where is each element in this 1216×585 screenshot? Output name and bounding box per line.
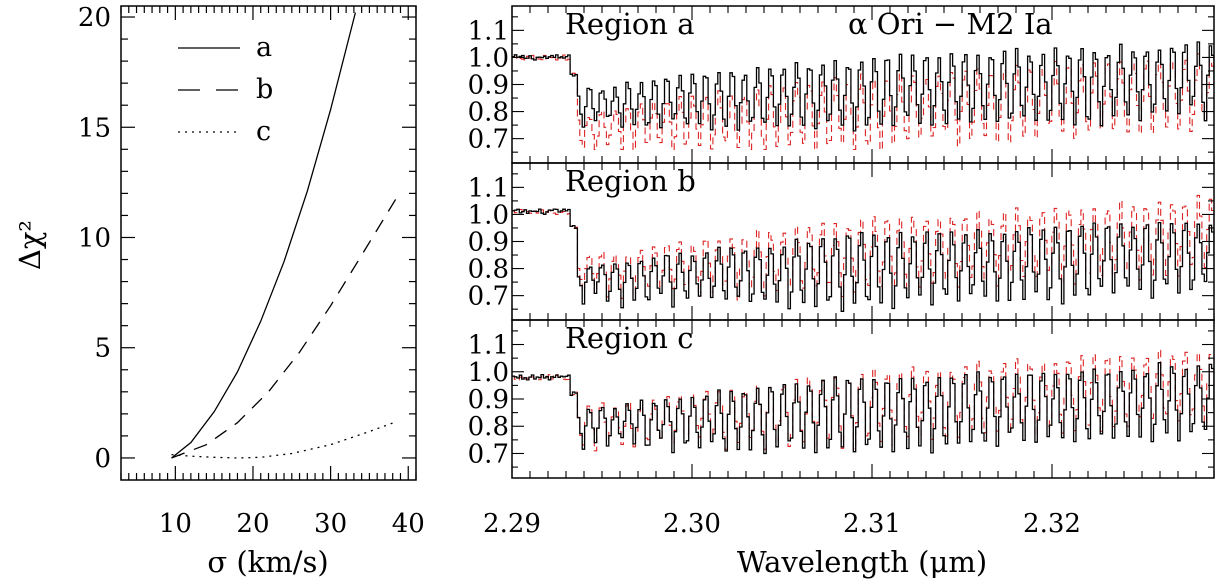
spectrum-lines <box>512 349 1214 455</box>
left-y-axis-title: Δχ² <box>13 220 47 270</box>
curve-c <box>171 420 397 459</box>
model-spectrum <box>512 53 1214 151</box>
spectrum-y-tick-label: 1.0 <box>468 358 509 388</box>
spectrum-y-tick-label: 1.0 <box>468 200 509 230</box>
region-label: Region a <box>565 7 694 41</box>
left-y-tick-label: 20 <box>78 3 111 33</box>
delta-chi2-panel: 10 20 30 40 0 5 10 15 20 abc σ (km/s) Δχ² <box>13 3 425 579</box>
legend-label-b: b <box>256 74 273 105</box>
observed-spectrum <box>512 362 1214 455</box>
spectrum-y-tick-label: 0.7 <box>468 282 509 312</box>
spectrum-y-tick-label: 1.1 <box>468 331 509 361</box>
left-curves <box>171 12 398 459</box>
spectrum-y-tick-label: 0.9 <box>468 71 509 101</box>
spectrum-panel-3: 0.70.80.91.01.1 Region c <box>468 319 1215 479</box>
left-x-tick-label: 30 <box>314 509 347 539</box>
spectrum-y-tick-label: 0.9 <box>468 385 509 415</box>
observed-spectrum <box>512 41 1214 132</box>
legend-label-a: a <box>256 32 272 63</box>
left-legend: abc <box>178 32 273 147</box>
spectrum-lines <box>512 41 1214 151</box>
left-x-tick-label: 20 <box>236 509 269 539</box>
spectrum-y-tick-label: 0.8 <box>468 255 509 285</box>
spectrum-panel-2: 0.70.80.91.01.1 Region b <box>468 162 1215 321</box>
spectrum-y-tick-label: 0.9 <box>468 228 509 258</box>
right-x-axis-title: Wavelength (μm) <box>737 545 987 579</box>
spectrum-y-tick-label: 0.8 <box>468 98 509 128</box>
spectrum-y-tick-label: 1.1 <box>468 16 509 46</box>
spectra-content: 0.70.80.91.01.1 Region a0.70.80.91.01.1 Re… <box>468 5 1215 539</box>
spectra-panel: 0.70.80.91.01.1 Region a0.70.80.91.01.1 Re… <box>468 5 1215 579</box>
left-axis-ticks: 10 20 30 40 0 5 10 15 20 <box>78 3 425 539</box>
spectrum-x-tick-label: 2.32 <box>1023 509 1081 539</box>
spectrum-y-tick-label: 1.0 <box>468 43 509 73</box>
left-x-axis-title: σ (km/s) <box>207 545 328 579</box>
spectrum-x-tick-label: 2.31 <box>843 509 901 539</box>
left-x-tick-label: 40 <box>392 509 425 539</box>
spectrum-x-tick-label: 2.29 <box>483 509 541 539</box>
region-label: Region b <box>565 164 696 198</box>
spectrum-x-tick-label: 2.30 <box>663 509 721 539</box>
region-label: Region c <box>565 321 693 355</box>
spectrum-panel-1: 0.70.80.91.01.1 Region a <box>468 5 1215 164</box>
observed-spectrum <box>512 208 1214 312</box>
left-y-tick-label: 10 <box>78 223 111 253</box>
spectrum-y-tick-label: 0.7 <box>468 125 509 155</box>
spectrum-y-tick-label: 0.8 <box>468 412 509 442</box>
curve-a <box>171 12 357 459</box>
spectrum-y-tick-label: 1.1 <box>468 173 509 203</box>
legend-label-c: c <box>256 116 271 147</box>
curve-b <box>171 197 398 459</box>
left-x-tick-label: 10 <box>159 509 192 539</box>
left-y-tick-label: 5 <box>94 334 111 364</box>
left-y-tick-label: 15 <box>78 113 111 143</box>
spectrum-y-tick-label: 0.7 <box>468 439 509 469</box>
spectrum-lines <box>512 194 1214 312</box>
spectra-title: α Ori − M2 Ia <box>848 7 1053 41</box>
left-y-tick-label: 0 <box>94 444 111 474</box>
